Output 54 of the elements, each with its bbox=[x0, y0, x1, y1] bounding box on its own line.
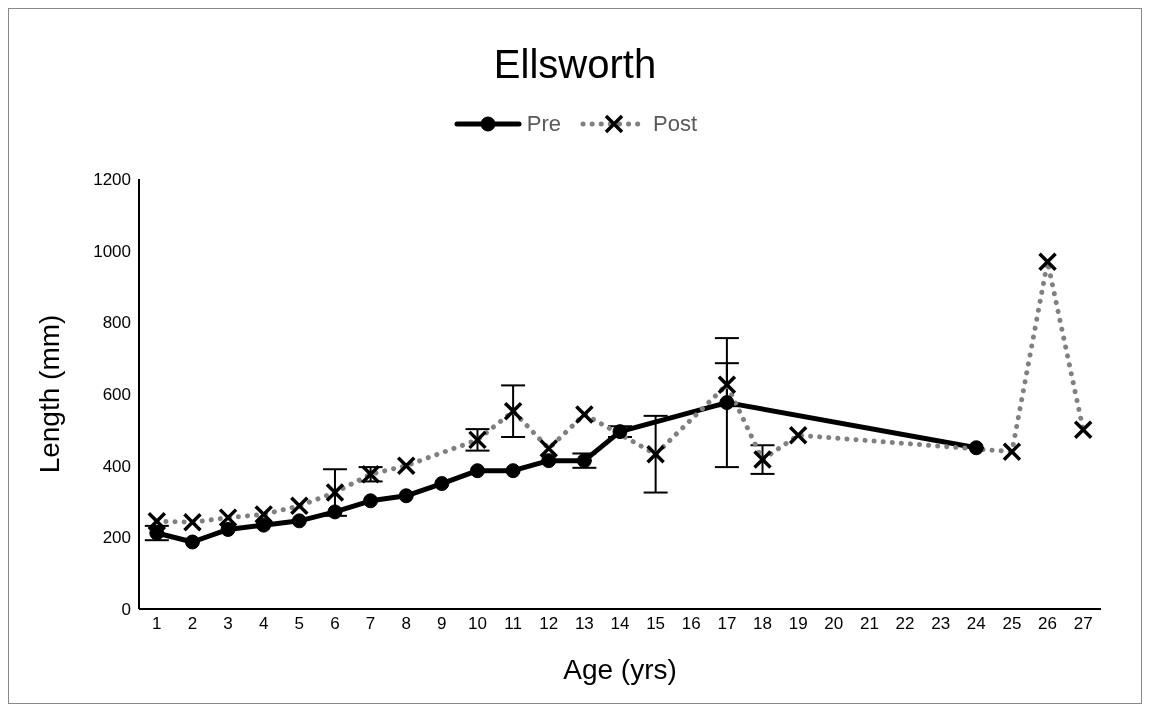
x-tick-label: 12 bbox=[539, 614, 559, 634]
x-tick-label: 13 bbox=[574, 614, 594, 634]
point bbox=[505, 463, 521, 479]
point bbox=[541, 453, 557, 469]
point bbox=[184, 534, 200, 550]
x-tick-label: 14 bbox=[610, 614, 630, 634]
point bbox=[363, 493, 379, 509]
x-tick-label: 19 bbox=[788, 614, 808, 634]
y-tick-label: 800 bbox=[102, 313, 131, 333]
x-tick-label: 22 bbox=[895, 614, 915, 634]
x-tick-label: 5 bbox=[294, 614, 305, 634]
point bbox=[291, 513, 307, 529]
x-tick-label: 2 bbox=[187, 614, 198, 634]
x-tick-label: 8 bbox=[401, 614, 411, 634]
legend-label: Post bbox=[653, 111, 698, 137]
x-tick-label: 16 bbox=[681, 614, 701, 634]
point bbox=[434, 476, 450, 492]
x-tick-label: 15 bbox=[646, 614, 666, 634]
y-axis-title: Length (mm) bbox=[33, 314, 65, 474]
x-tick-label: 18 bbox=[753, 614, 772, 634]
x-tick-label: 10 bbox=[468, 614, 487, 634]
y-tick-label: 600 bbox=[102, 385, 131, 405]
y-tick-label: 200 bbox=[102, 528, 131, 548]
x-tick-label: 25 bbox=[1002, 614, 1022, 634]
x-tick-label: 20 bbox=[824, 614, 844, 634]
point bbox=[469, 463, 485, 479]
x-tick-label: 6 bbox=[330, 614, 340, 634]
point bbox=[149, 525, 165, 541]
y-tick-label: 0 bbox=[121, 600, 131, 620]
x-tick-label: 26 bbox=[1038, 614, 1058, 634]
x-tick-label: 11 bbox=[504, 614, 522, 634]
x-tick-label: 17 bbox=[717, 614, 737, 634]
point bbox=[398, 488, 414, 504]
point bbox=[576, 453, 592, 469]
x-tick-label: 3 bbox=[223, 614, 233, 634]
x-tick-label: 7 bbox=[365, 614, 376, 634]
x-tick-label: 9 bbox=[437, 614, 447, 634]
point bbox=[220, 521, 236, 537]
point bbox=[327, 504, 343, 520]
x-tick-label: 24 bbox=[966, 614, 986, 634]
y-tick-label: 1200 bbox=[93, 170, 131, 190]
x-tick-label: 21 bbox=[859, 614, 879, 634]
point bbox=[719, 395, 735, 411]
x-tick-label: 27 bbox=[1073, 614, 1093, 634]
legend-label: Pre bbox=[526, 111, 562, 137]
x-axis-title: Age (yrs) bbox=[563, 654, 677, 685]
point bbox=[612, 424, 628, 440]
x-tick-label: 1 bbox=[152, 614, 162, 634]
point bbox=[968, 440, 984, 456]
y-tick-label: 1000 bbox=[93, 241, 131, 261]
y-tick-label: 400 bbox=[102, 456, 131, 476]
x-tick-label: 4 bbox=[258, 614, 269, 634]
x-tick-label: 23 bbox=[931, 614, 951, 634]
chart-title: Ellsworth bbox=[492, 41, 658, 88]
